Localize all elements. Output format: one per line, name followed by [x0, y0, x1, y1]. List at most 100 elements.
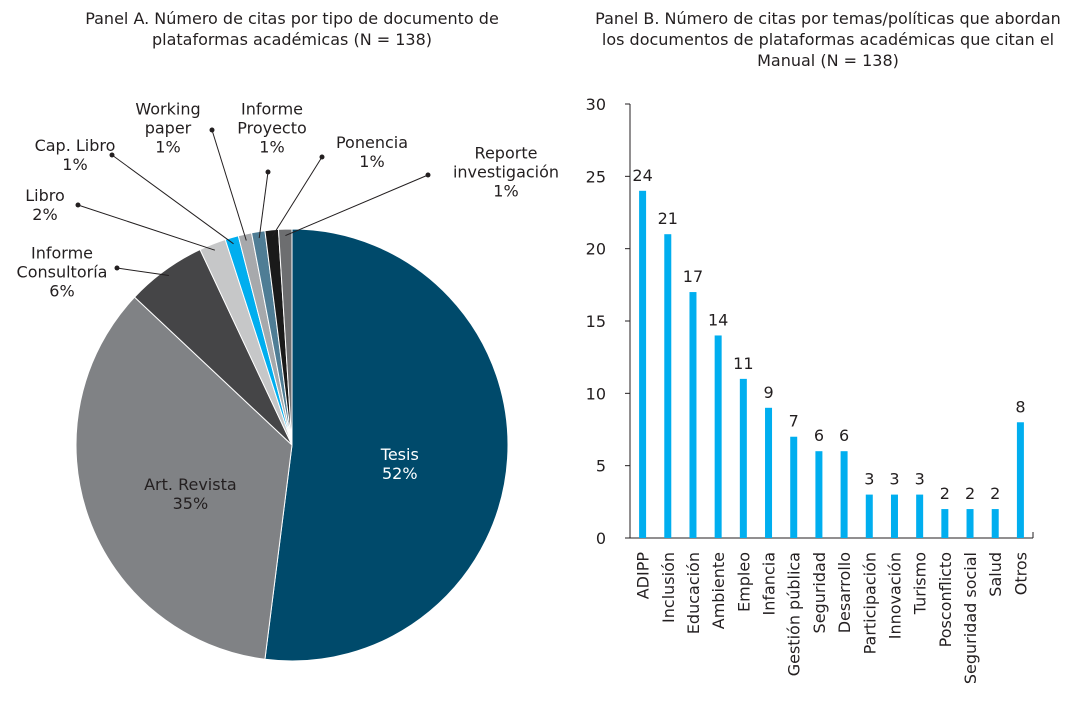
slice-name: Tesis [380, 444, 419, 464]
x-tick-label: Desarrollo [835, 552, 854, 633]
slice-value: 1% [259, 137, 285, 157]
bar [941, 509, 949, 538]
leader-line [116, 267, 169, 276]
slice-label: Working paper 1% [113, 100, 223, 157]
bar [739, 378, 747, 538]
value-label: 17 [683, 267, 703, 286]
slice-value: 52% [381, 463, 418, 483]
x-tick-label: Otros [1011, 552, 1030, 595]
slice-value: 1% [62, 155, 88, 174]
value-label: 24 [632, 166, 652, 185]
bar [815, 451, 823, 538]
leader-line [111, 154, 234, 245]
bar [865, 494, 873, 538]
slice-value: 2% [32, 205, 58, 224]
slice-value: 1% [155, 137, 181, 157]
leader-line [271, 156, 323, 237]
x-tick-label: Salud [986, 552, 1005, 597]
x-tick-label: Infancia [760, 552, 779, 615]
bar [664, 234, 672, 538]
bar [790, 436, 798, 538]
x-tick-label: Gestión pública [785, 552, 804, 676]
y-tick-label: 0 [596, 529, 606, 548]
leader-dot [425, 172, 431, 178]
slice-name: Reporte investigación [452, 143, 560, 182]
bar [765, 407, 773, 538]
x-tick-label: Inclusión [659, 552, 678, 623]
slice-label: Informe Consultoría 6% [2, 244, 122, 301]
bar [1016, 422, 1024, 538]
pie-slice [277, 228, 293, 446]
slice-name: Informe Consultoría [16, 243, 108, 282]
slice-label: Informe Proyecto 1% [217, 100, 327, 157]
value-label: 11 [733, 354, 753, 373]
y-tick-label: 30 [586, 95, 606, 114]
leader-line [77, 204, 216, 251]
leader-dot [209, 127, 215, 133]
slice-label: Ponencia 1% [312, 133, 432, 171]
pie-slice [264, 228, 509, 662]
slice-label: Cap. Libro 1% [15, 136, 135, 174]
slice-name: Working paper [135, 99, 201, 138]
pie-slice [75, 296, 293, 660]
bar [966, 509, 974, 538]
leader-dot [75, 202, 81, 208]
bar [916, 494, 924, 538]
bar [890, 494, 898, 538]
value-label: 3 [864, 470, 874, 489]
bar [991, 509, 999, 538]
value-label: 14 [708, 310, 728, 329]
slice-name: Libro [25, 186, 65, 205]
x-tick-label: Posconflicto [936, 552, 955, 647]
y-tick-label: 25 [586, 167, 606, 186]
bar-title: Panel B. Número de citas por temas/polít… [595, 9, 1061, 70]
pie-title: Panel A. Número de citas por tipo de doc… [85, 9, 499, 49]
slice-value: 35% [172, 493, 209, 513]
x-tick-label: Turismo [911, 552, 930, 615]
leader-dot [265, 169, 271, 175]
bar [840, 451, 848, 538]
value-label: 3 [915, 470, 925, 489]
leader-dot [114, 265, 120, 271]
slice-value: 1% [359, 152, 385, 171]
leader-line [285, 174, 429, 237]
x-tick-label: Ambiente [709, 552, 728, 629]
x-tick-label: Empleo [734, 552, 753, 612]
x-tick-label: Innovación [885, 552, 904, 639]
leader-line [258, 171, 269, 239]
value-label: 9 [763, 383, 773, 402]
slice-label: Reporte investigación 1% [451, 144, 561, 201]
slice-name: Art. Revista [144, 474, 237, 494]
value-label: 21 [658, 209, 678, 228]
value-label: 8 [1015, 397, 1025, 416]
slice-name: Cap. Libro [34, 136, 116, 155]
y-tick-label: 20 [586, 240, 606, 259]
x-tick-label: Seguridad [810, 552, 829, 633]
x-tick-label: Seguridad social [961, 552, 980, 684]
value-label: 6 [839, 426, 849, 445]
x-tick-label: Participación [860, 552, 879, 654]
value-label: 6 [814, 426, 824, 445]
slice-value: 1% [493, 181, 519, 201]
slice-name: Informe Proyecto [237, 99, 307, 138]
leader-dot [109, 152, 115, 158]
leader-line [211, 129, 247, 241]
slice-label: Art. Revista 35% [144, 475, 237, 513]
value-label: 7 [789, 412, 799, 431]
bar [639, 190, 647, 539]
value-label: 2 [965, 484, 975, 503]
slice-name: Ponencia [335, 133, 409, 152]
y-tick-label: 10 [586, 384, 606, 403]
slice-value: 6% [49, 281, 75, 301]
value-label: 2 [940, 484, 950, 503]
value-label: 2 [990, 484, 1000, 503]
bar [714, 335, 722, 538]
leader-dot [319, 154, 325, 160]
bar [689, 292, 697, 538]
x-tick-label: Educación [684, 552, 703, 634]
value-label: 3 [889, 470, 899, 489]
slice-label: Tesis 52% [381, 445, 419, 483]
y-tick-label: 5 [596, 457, 606, 476]
